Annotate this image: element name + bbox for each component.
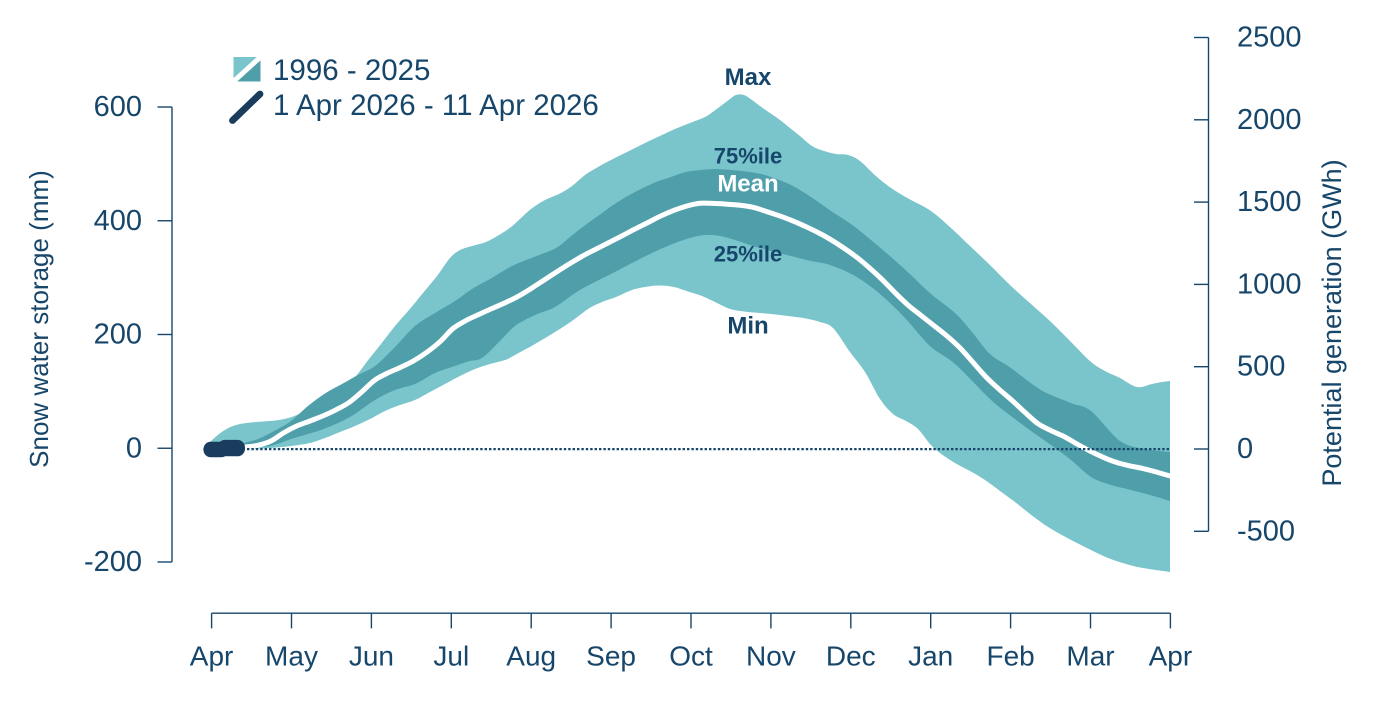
- svg-text:-200: -200: [84, 546, 142, 578]
- svg-text:400: 400: [94, 205, 142, 237]
- svg-text:0: 0: [1237, 433, 1253, 465]
- svg-text:Feb: Feb: [986, 641, 1034, 672]
- svg-text:Mar: Mar: [1066, 641, 1114, 672]
- svg-text:Mean: Mean: [717, 171, 778, 198]
- svg-text:Snow water storage (mm): Snow water storage (mm): [24, 170, 54, 468]
- svg-text:Nov: Nov: [746, 641, 796, 672]
- svg-text:600: 600: [94, 91, 142, 123]
- svg-text:75%ile: 75%ile: [714, 144, 783, 169]
- svg-text:Jun: Jun: [349, 641, 394, 672]
- svg-text:200: 200: [94, 319, 142, 351]
- svg-text:May: May: [265, 641, 318, 672]
- svg-text:Oct: Oct: [669, 641, 713, 672]
- svg-text:1500: 1500: [1237, 186, 1302, 218]
- svg-text:Dec: Dec: [826, 641, 876, 672]
- svg-text:1 Apr 2026 - 11 Apr 2026: 1 Apr 2026 - 11 Apr 2026: [273, 89, 599, 122]
- svg-text:500: 500: [1237, 351, 1285, 383]
- svg-text:Sep: Sep: [586, 641, 636, 672]
- svg-text:Jan: Jan: [908, 641, 953, 672]
- svg-text:Max: Max: [725, 64, 772, 91]
- svg-text:Potential generation (GWh): Potential generation (GWh): [1317, 159, 1347, 486]
- svg-text:2000: 2000: [1237, 104, 1302, 136]
- svg-text:1996 - 2025: 1996 - 2025: [273, 54, 430, 87]
- svg-text:Aug: Aug: [506, 641, 556, 672]
- svg-text:1000: 1000: [1237, 268, 1302, 300]
- svg-text:-500: -500: [1237, 515, 1295, 547]
- svg-text:Apr: Apr: [190, 641, 234, 672]
- svg-text:Min: Min: [727, 313, 768, 340]
- svg-text:Jul: Jul: [433, 641, 469, 672]
- svg-text:Apr: Apr: [1149, 641, 1193, 672]
- svg-text:25%ile: 25%ile: [714, 242, 783, 267]
- svg-text:0: 0: [126, 432, 142, 464]
- svg-text:2500: 2500: [1237, 22, 1302, 54]
